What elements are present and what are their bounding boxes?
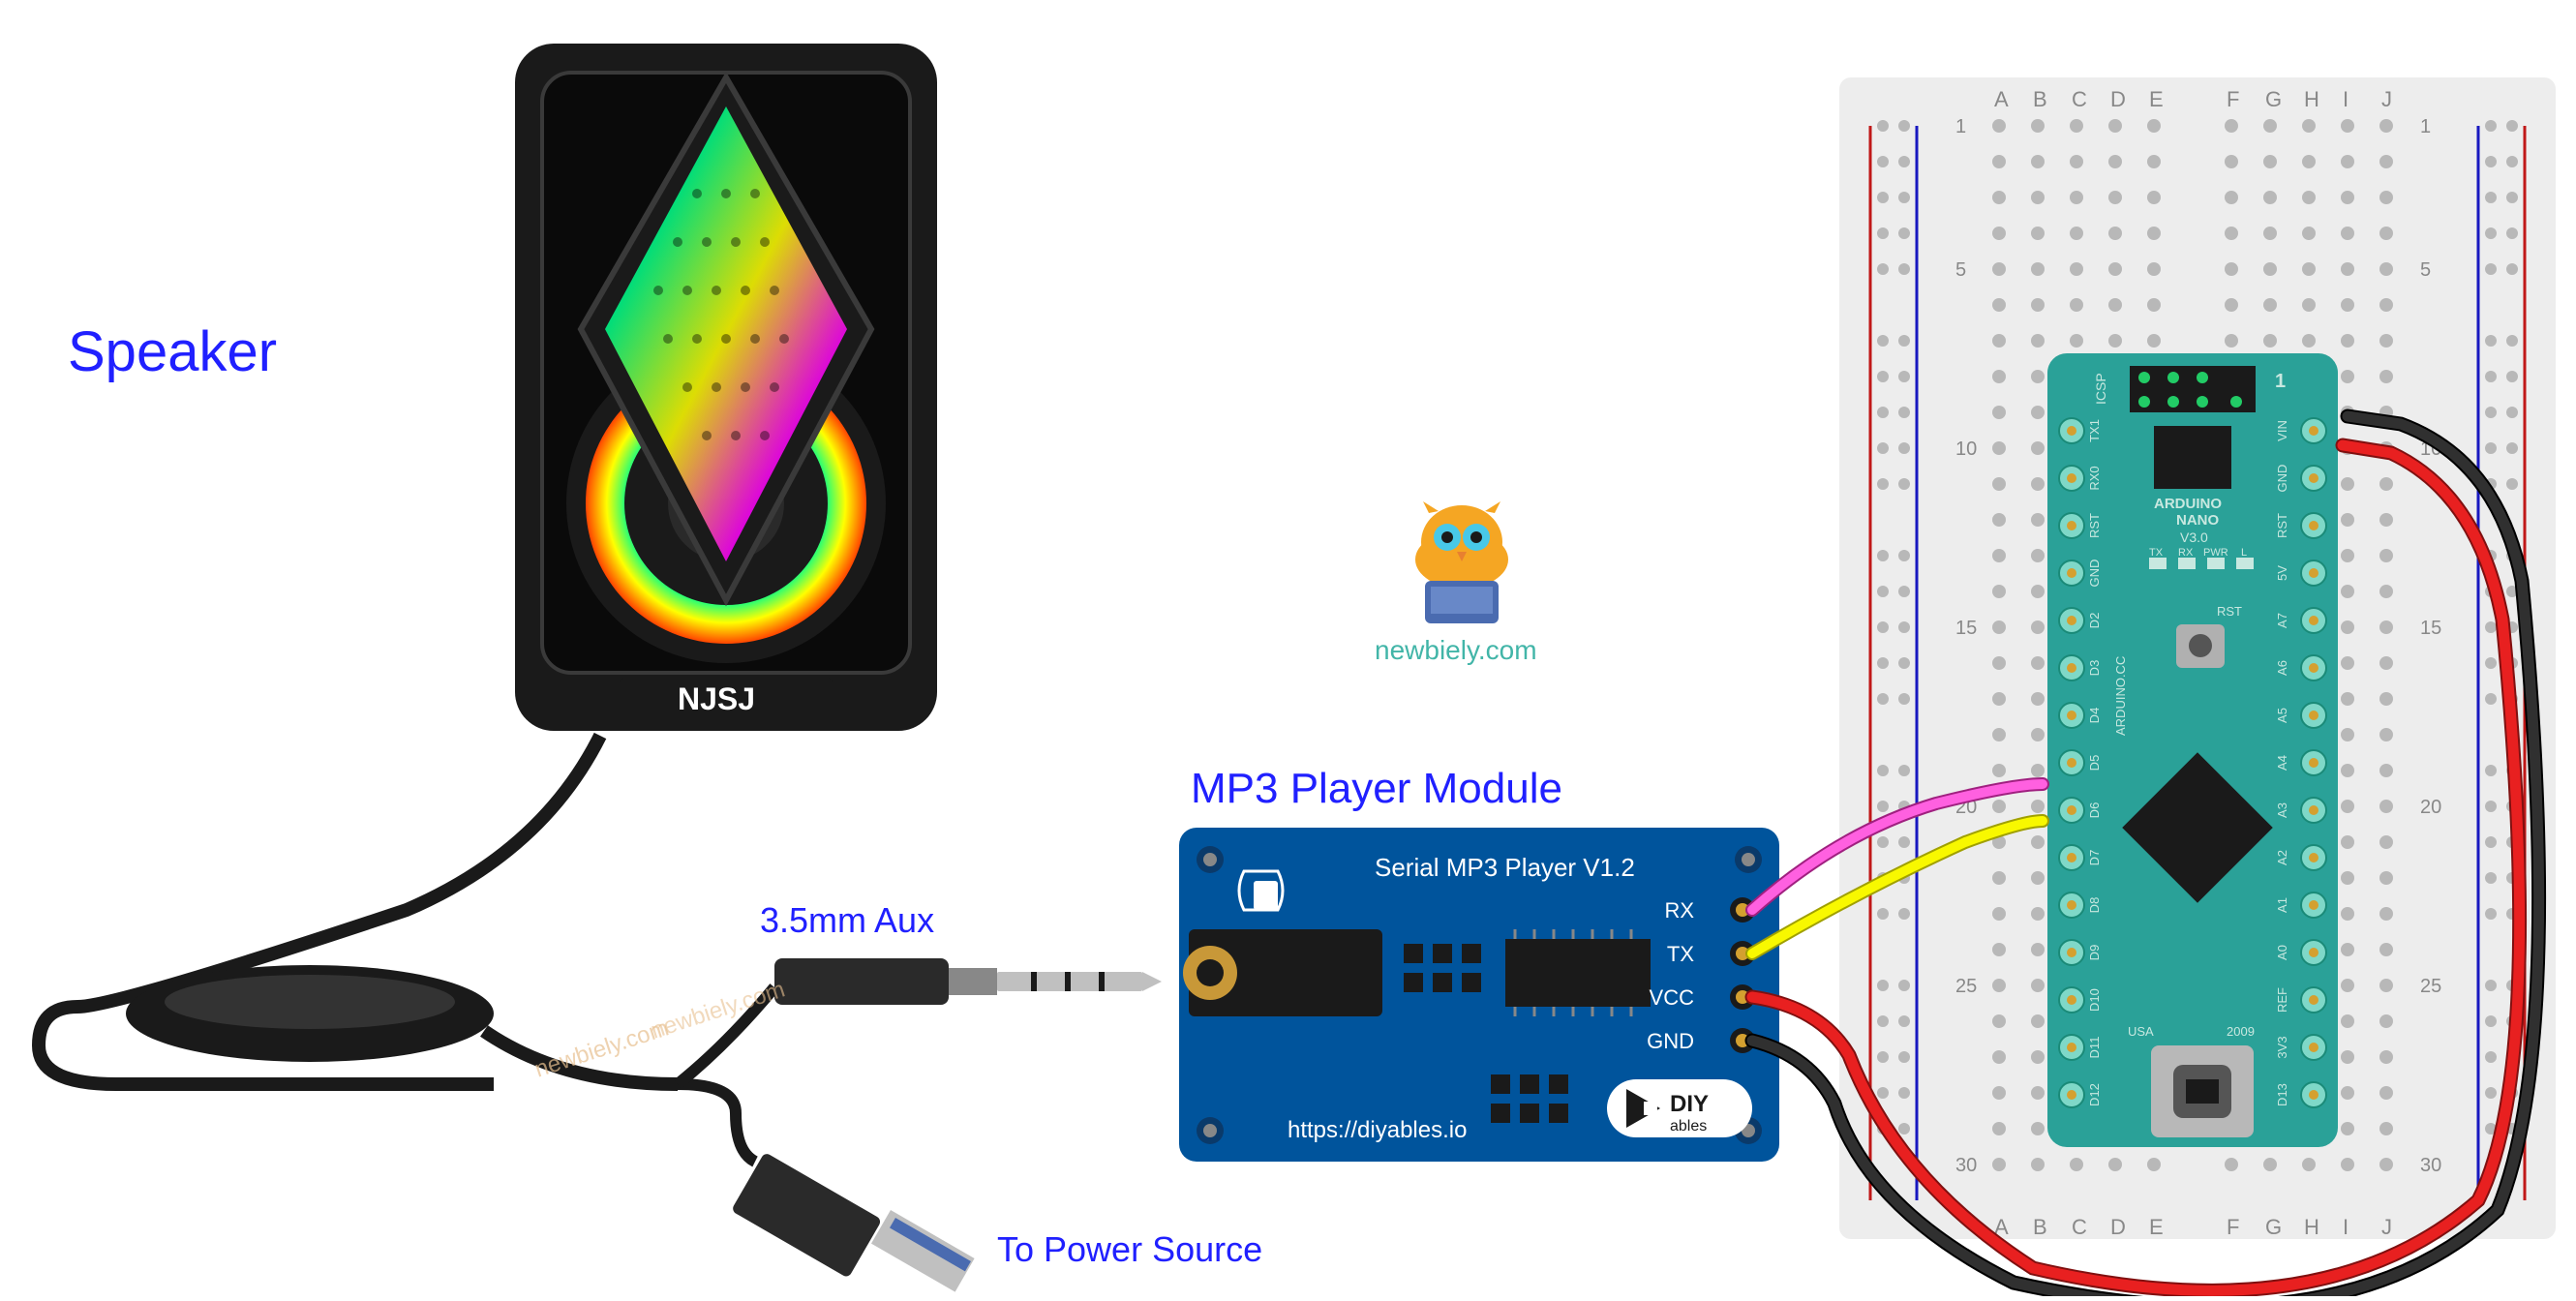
svg-text:ARDUINO: ARDUINO (2154, 496, 2222, 512)
speaker: NJSJ (515, 44, 937, 731)
svg-text:USA: USA (2128, 1024, 2154, 1039)
svg-text:D6: D6 (2087, 802, 2102, 819)
svg-text:TX1: TX1 (2087, 419, 2102, 442)
svg-text:I: I (2343, 1215, 2349, 1239)
svg-text:10: 10 (1955, 439, 1977, 460)
svg-text:30: 30 (1955, 1155, 1977, 1176)
svg-text:A5: A5 (2275, 708, 2289, 723)
svg-text:25: 25 (2420, 976, 2441, 997)
svg-text:J: J (2381, 1215, 2392, 1239)
mp3-module: Serial MP3 Player V1.2 (1179, 828, 1779, 1162)
svg-text:A7: A7 (2275, 613, 2289, 628)
svg-text:B: B (2033, 1215, 2047, 1239)
svg-text:H: H (2304, 87, 2319, 111)
svg-text:RX0: RX0 (2087, 466, 2102, 490)
svg-text:NANO: NANO (2176, 512, 2219, 529)
usb-connector (731, 1152, 975, 1292)
svg-text:ICSP: ICSP (2093, 373, 2108, 405)
svg-text:VCC: VCC (1650, 985, 1695, 1010)
svg-text:RX: RX (2178, 547, 2194, 559)
svg-text:C: C (2072, 1215, 2087, 1239)
svg-text:D: D (2110, 87, 2126, 111)
svg-text:L: L (2241, 547, 2247, 559)
svg-text:B: B (2033, 87, 2047, 111)
svg-text:RST: RST (2217, 604, 2242, 619)
svg-text:E: E (2149, 87, 2164, 111)
svg-text:A0: A0 (2275, 945, 2289, 960)
mp3-title-text: Serial MP3 Player V1.2 (1375, 853, 1635, 882)
svg-text:D13: D13 (2275, 1083, 2289, 1106)
watermark: newbiely.com (1375, 635, 1537, 666)
diagram-svg: A B C D E F G H I J A B C D E F G H I J … (0, 0, 2576, 1296)
owl-logo (1415, 501, 1508, 623)
arduino-nano: ICSP 1 ARDUINO NANO V3.0 RST ARDUINO.CC … (2047, 353, 2338, 1147)
svg-text:D8: D8 (2087, 897, 2102, 914)
svg-text:30: 30 (2420, 1155, 2441, 1176)
svg-text:D5: D5 (2087, 755, 2102, 772)
svg-text:TX: TX (1667, 942, 1694, 966)
svg-text:5: 5 (1955, 259, 1966, 281)
power-label: To Power Source (997, 1229, 1262, 1270)
svg-text:RST: RST (2275, 513, 2289, 538)
svg-text:5: 5 (2420, 259, 2431, 281)
svg-text:15: 15 (1955, 618, 1977, 639)
svg-text:1: 1 (1955, 116, 1966, 137)
svg-text:H: H (2304, 1215, 2319, 1239)
svg-text:PWR: PWR (2203, 547, 2228, 559)
svg-text:RX: RX (1664, 898, 1694, 923)
svg-text:C: C (2072, 87, 2087, 111)
svg-text:D9: D9 (2087, 945, 2102, 961)
svg-text:F: F (2227, 87, 2239, 111)
svg-text:E: E (2149, 1215, 2164, 1239)
svg-text:15: 15 (2420, 618, 2441, 639)
svg-text:5V: 5V (2275, 565, 2289, 581)
svg-text:DIY: DIY (1670, 1091, 1709, 1117)
svg-text:D7: D7 (2087, 850, 2102, 866)
svg-text:A1: A1 (2275, 897, 2289, 913)
svg-text:A6: A6 (2275, 660, 2289, 676)
svg-text:GND: GND (2275, 465, 2289, 493)
svg-text:D10: D10 (2087, 988, 2102, 1012)
svg-text:A2: A2 (2275, 850, 2289, 865)
svg-text:VIN: VIN (2275, 420, 2289, 441)
aux-jack (774, 958, 1162, 1005)
svg-text:V3.0: V3.0 (2180, 529, 2208, 545)
svg-text:3V3: 3V3 (2275, 1036, 2289, 1058)
svg-text:G: G (2265, 87, 2282, 111)
speaker-label: Speaker (68, 319, 277, 384)
svg-text:D3: D3 (2087, 660, 2102, 677)
svg-text:G: G (2265, 1215, 2282, 1239)
svg-text:1: 1 (2420, 116, 2431, 137)
svg-text:A: A (1994, 87, 2009, 111)
svg-text:ARDUINO.CC: ARDUINO.CC (2113, 656, 2128, 736)
svg-text:20: 20 (2420, 797, 2441, 818)
svg-text:I: I (2343, 87, 2349, 111)
svg-text:D: D (2110, 1215, 2126, 1239)
svg-text:GND: GND (1647, 1029, 1694, 1053)
svg-text:D12: D12 (2087, 1083, 2102, 1106)
svg-text:A4: A4 (2275, 755, 2289, 771)
svg-text:REF: REF (2275, 987, 2289, 1013)
svg-text:J: J (2381, 87, 2392, 111)
svg-text:ables: ables (1670, 1118, 1707, 1135)
svg-text:NJSJ: NJSJ (678, 681, 755, 716)
svg-text:2009: 2009 (2227, 1024, 2255, 1039)
svg-text:D11: D11 (2087, 1037, 2102, 1059)
svg-text:D4: D4 (2087, 708, 2102, 724)
svg-text:https://diyables.io: https://diyables.io (1288, 1117, 1467, 1143)
svg-text:1: 1 (2275, 371, 2286, 392)
svg-text:25: 25 (1955, 976, 1977, 997)
svg-text:A3: A3 (2275, 802, 2289, 818)
svg-text:D2: D2 (2087, 613, 2102, 629)
aux-label: 3.5mm Aux (760, 900, 934, 941)
svg-text:TX: TX (2149, 547, 2164, 559)
svg-text:GND: GND (2087, 560, 2102, 588)
diagram-canvas: A B C D E F G H I J A B C D E F G H I J … (0, 0, 2576, 1296)
svg-text:RST: RST (2087, 513, 2102, 538)
mp3-title-label: MP3 Player Module (1191, 765, 1562, 813)
svg-text:F: F (2227, 1215, 2239, 1239)
